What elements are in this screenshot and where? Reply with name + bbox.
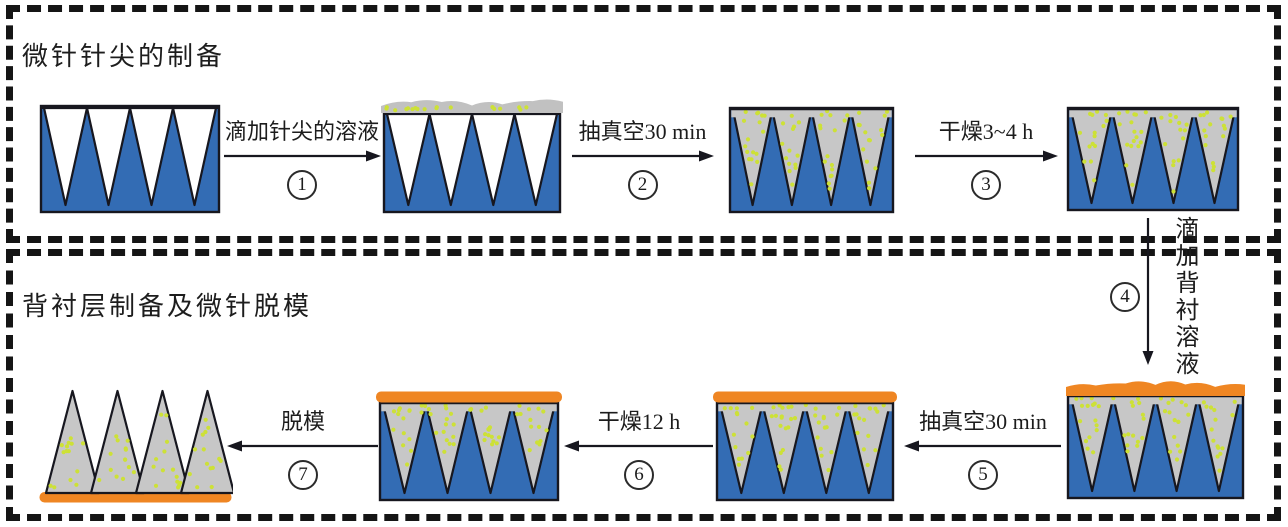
mold-tip-solution-dropped: [379, 92, 565, 223]
step-5-number: 5: [978, 464, 988, 485]
step-5-label: 抽真空30 min: [919, 409, 1047, 434]
step-3-number-badge: 3: [971, 170, 1001, 200]
step-5: 抽真空30 min 5: [903, 408, 1063, 490]
step-6: 干燥12 h 6: [563, 408, 715, 490]
mold-backing-solution-added: [1063, 376, 1248, 509]
section-top-title: 微针针尖的制备: [22, 42, 226, 71]
arrow-right-icon: [913, 148, 1059, 164]
section-bottom-title: 背衬层制备及微针脱模: [22, 292, 313, 321]
step-6-number: 6: [634, 464, 644, 485]
arrow-right-icon: [222, 148, 382, 164]
step-7: 脱模 7: [226, 408, 380, 490]
arrow-down-icon: [1140, 218, 1156, 366]
step-2-label: 抽真空30 min: [578, 119, 707, 144]
arrow-left-icon: [563, 438, 715, 454]
step-4-label: 滴加背衬溶液: [1171, 216, 1197, 378]
arrow-left-icon: [903, 438, 1063, 454]
mold-cavities-filled-wet: [725, 106, 898, 223]
mold-cavities-filled-dried: [1063, 106, 1243, 221]
step-7-label: 脱模: [280, 409, 325, 434]
step-1-number: 1: [297, 174, 307, 195]
step-6-number-badge: 6: [624, 460, 654, 490]
step-2: 抽真空30 min 2: [570, 118, 715, 200]
step-3: 干燥3~4 h 3: [913, 118, 1059, 200]
step-3-label: 干燥3~4 h: [938, 119, 1034, 144]
step-2-number-badge: 2: [627, 170, 658, 200]
section-top-border: [6, 5, 1281, 243]
step-7-number: 7: [298, 464, 308, 485]
step-4: 4 滴加背衬溶液: [1105, 214, 1215, 384]
arrow-right-icon: [570, 148, 715, 164]
mold-backing-vacuumed: [712, 388, 898, 511]
step-1-label: 滴加针尖的溶液: [224, 119, 379, 144]
mold-backing-dried: [375, 388, 563, 511]
arrow-left-icon: [226, 438, 380, 454]
step-4-number-badge: 4: [1110, 282, 1140, 312]
step-3-number: 3: [981, 174, 991, 195]
step-1-number-badge: 1: [287, 170, 317, 200]
step-1: 滴加针尖的溶液 1: [222, 118, 382, 200]
section-bottom-border: [6, 249, 1281, 521]
microneedle-array-demolded: [38, 388, 236, 510]
step-2-number: 2: [637, 174, 648, 195]
mold-empty: [36, 104, 224, 223]
step-4-number: 4: [1120, 286, 1130, 307]
step-6-label: 干燥12 h: [597, 409, 681, 434]
step-5-number-badge: 5: [968, 460, 998, 490]
step-7-number-badge: 7: [288, 460, 318, 490]
